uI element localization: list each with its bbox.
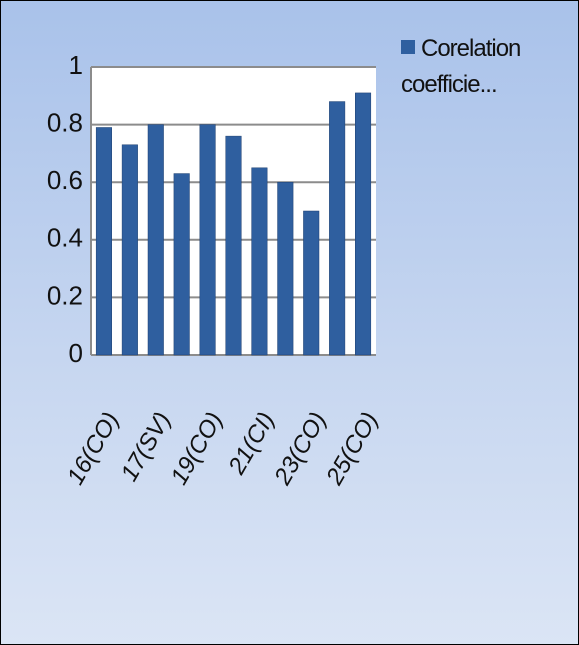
legend-swatch bbox=[401, 40, 415, 54]
bar bbox=[225, 135, 242, 356]
y-tick-label: 0 bbox=[69, 338, 83, 368]
bar bbox=[355, 92, 372, 356]
x-tick-label: 16(CO) bbox=[62, 408, 125, 490]
bar bbox=[173, 173, 190, 356]
bar bbox=[303, 210, 320, 356]
y-tick-label: 0.6 bbox=[47, 165, 83, 195]
legend-entry: Corelation coefficie... bbox=[401, 31, 551, 103]
y-tick-label: 1 bbox=[69, 50, 83, 80]
x-tick-label: 21(CI) bbox=[223, 408, 280, 480]
legend: Corelation coefficie... bbox=[401, 31, 551, 103]
bar bbox=[121, 144, 138, 356]
bar bbox=[329, 101, 346, 356]
legend-label: Corelation coefficie... bbox=[401, 35, 521, 98]
y-tick-label: 0.4 bbox=[47, 223, 83, 253]
bar bbox=[199, 124, 216, 356]
y-tick-label: 0.8 bbox=[47, 107, 83, 137]
bar bbox=[95, 127, 112, 356]
bar bbox=[277, 181, 294, 356]
x-tick-label: 25(CO) bbox=[321, 408, 384, 491]
x-tick-label: 19(CO) bbox=[166, 408, 229, 490]
bar bbox=[251, 167, 268, 356]
y-tick-label: 0.2 bbox=[47, 280, 83, 310]
bar bbox=[147, 124, 164, 356]
